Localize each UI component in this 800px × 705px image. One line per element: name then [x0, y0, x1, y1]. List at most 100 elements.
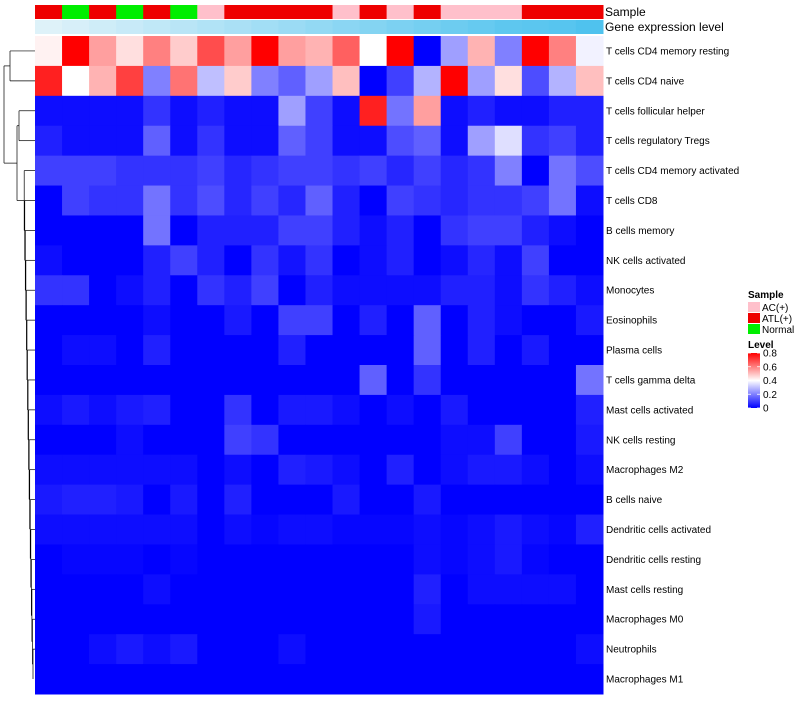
heatmap-cell [494, 604, 523, 635]
heatmap-cell [332, 335, 361, 366]
heatmap-cell [332, 185, 361, 216]
heatmap-cell [413, 454, 442, 486]
heatmap-cell [305, 484, 334, 516]
heatmap-cell [521, 305, 550, 336]
heatmap-cell [35, 305, 63, 336]
heatmap-cell [224, 125, 252, 157]
sample-track-cell [332, 5, 361, 19]
heatmap-cell [494, 365, 523, 396]
legend-tick-label: 0.2 [763, 390, 777, 401]
heatmap-cell [116, 604, 144, 635]
heatmap-cell [170, 245, 198, 276]
heatmap-cell [224, 574, 252, 605]
heatmap-cell [467, 574, 496, 605]
heatmap-cell [224, 454, 252, 486]
expression-track-cell [575, 20, 604, 34]
heatmap-cell [521, 36, 550, 67]
heatmap-cell [35, 95, 63, 127]
heatmap-cell [278, 574, 306, 605]
expression-track-cell [332, 20, 361, 34]
heatmap-cell [35, 185, 63, 216]
heatmap-cell [494, 65, 523, 97]
heatmap-cell [548, 604, 577, 635]
heatmap-cell [197, 394, 225, 426]
heatmap-cell [170, 36, 198, 67]
heatmap-cell [62, 125, 90, 157]
heatmap-cell [62, 185, 90, 216]
heatmap-cell [35, 155, 63, 187]
heatmap-cell [116, 215, 144, 246]
heatmap-cell [224, 65, 252, 97]
sample-track-cell [251, 5, 279, 19]
heatmap-cell [197, 185, 225, 216]
heatmap-cell [305, 215, 334, 246]
heatmap-cell [89, 514, 117, 545]
row-label: Plasma cells [606, 346, 662, 357]
row-label: Macrophages M0 [606, 615, 684, 626]
heatmap-cell [386, 634, 415, 665]
expression-track-cell [224, 20, 252, 34]
heatmap-cell [413, 544, 442, 575]
row-dendrogram [3, 50, 35, 680]
expression-track-cell [170, 20, 198, 34]
heatmap-cell [89, 604, 117, 635]
heatmap-cell [251, 574, 279, 605]
expression-track-cell [89, 20, 117, 34]
heatmap-cell [386, 275, 415, 306]
heatmap-cell [575, 454, 604, 486]
heatmap-cell [143, 65, 171, 97]
heatmap-cell [413, 215, 442, 246]
row-label: NK cells resting [606, 435, 675, 446]
heatmap-cell [197, 65, 225, 97]
legend-tick-label: 0.8 [763, 349, 777, 360]
heatmap-cell [332, 155, 361, 187]
heatmap-cell [332, 604, 361, 635]
heatmap-cell [197, 424, 225, 456]
heatmap-cell [62, 394, 90, 426]
heatmap-cell [413, 424, 442, 456]
heatmap-cell [116, 544, 144, 575]
heatmap-cell [197, 484, 225, 516]
heatmap-cell [521, 484, 550, 516]
heatmap-cell [359, 185, 388, 216]
heatmap-cell [143, 365, 171, 396]
heatmap-cell [116, 335, 144, 366]
heatmap-cell [305, 514, 334, 545]
sample-track-cell [359, 5, 388, 19]
row-label: Eosinophils [606, 316, 657, 327]
heatmap-cell [521, 245, 550, 276]
heatmap-cell [305, 544, 334, 575]
heatmap-cell [467, 305, 496, 336]
heatmap-cell [116, 664, 144, 695]
heatmap-cell [494, 664, 523, 695]
heatmap-cell [89, 65, 117, 97]
heatmap-cell [440, 394, 469, 426]
heatmap-cell [62, 424, 90, 456]
heatmap-cell [251, 424, 279, 456]
heatmap-cell [143, 95, 171, 127]
heatmap-cell [143, 275, 171, 306]
heatmap-cell [278, 604, 306, 635]
expression-track-cell [359, 20, 388, 34]
sample-track-cell [575, 5, 604, 19]
heatmap-cell [89, 365, 117, 396]
row-label: NK cells activated [606, 256, 685, 267]
heatmap-cell [413, 484, 442, 516]
row-label: T cells regulatory Tregs [606, 136, 710, 147]
heatmap-cell [413, 305, 442, 336]
heatmap-cell [89, 155, 117, 187]
heatmap-cell [305, 574, 334, 605]
heatmap-cell [278, 185, 306, 216]
heatmap-cell [224, 484, 252, 516]
heatmap-cell [143, 664, 171, 695]
heatmap-cell [494, 245, 523, 276]
heatmap-cell [305, 125, 334, 157]
heatmap-cell [197, 664, 225, 695]
heatmap-cell [548, 365, 577, 396]
heatmap-cell [359, 664, 388, 695]
heatmap-cell [467, 365, 496, 396]
heatmap-cell [35, 245, 63, 276]
heatmap-cell [467, 275, 496, 306]
heatmap-cell [89, 125, 117, 157]
heatmap-cell [386, 604, 415, 635]
